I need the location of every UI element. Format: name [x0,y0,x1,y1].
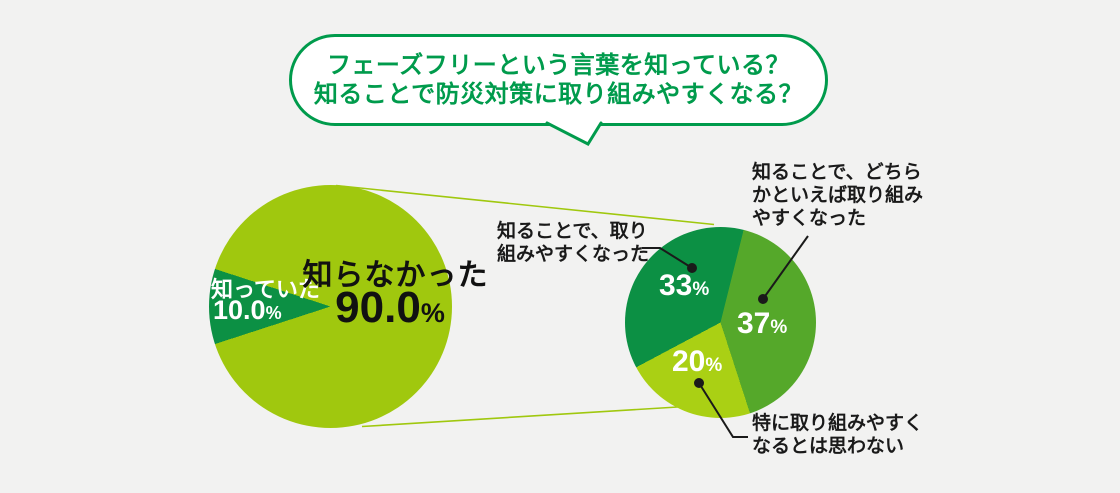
annotation-slice-37-line-3: やすくなった [752,208,867,229]
annotation-slice-37: 知ることで、どちら かといえば取り組み やすくなった [752,161,923,230]
pie-awareness-minor-label: 知っていた [211,277,320,302]
question-speech-bubble: フェーズフリーという言葉を知っている？ 知ることで防災対策に取り組みやすくなる？ [289,34,828,126]
slice-37-number: 37 [737,307,771,340]
slice-33-percent-sign: % [692,279,710,300]
minor-value-number: 10.0 [213,295,266,325]
slice-20-number: 20 [672,345,706,378]
pie-awareness-minor-value: 10.0% [213,295,282,326]
slice-37-value: 37% [737,307,787,341]
annotation-slice-37-line-1: 知ることで、どちら [752,162,922,183]
question-line-1: フェーズフリーという言葉を知っている？ [326,52,791,79]
minor-value-percent-sign: % [265,303,282,323]
slice-20-value: 20% [672,345,722,379]
annotation-slice-33: 知ることで、取り 組みやすくなった [497,220,649,266]
annotation-slice-20-line-2: なるとは思わない [752,436,905,457]
annotation-slice-33-line-1: 知ることで、取り [497,221,648,242]
question-line-2: 知ることで防災対策に取り組みやすくなる？ [313,81,804,108]
major-value-percent-sign: % [420,298,445,328]
zoom-connector-bottom-line [361,403,719,428]
slice-33-value: 33% [659,269,709,303]
pie-awareness-major-label: 知らなかった [302,259,489,292]
annotation-slice-20-line-1: 特に取り組みやすく [752,413,924,434]
slice-37-percent-sign: % [770,317,788,338]
annotation-slice-37-line-2: かといえば取り組み [752,185,924,206]
speech-bubble-tail-icon [545,121,603,146]
slice-20-percent-sign: % [705,355,723,376]
annotation-slice-33-line-2: 組みやすくなった [497,244,650,265]
annotation-slice-20: 特に取り組みやすく なるとは思わない [752,412,923,458]
pie-awareness [209,185,452,428]
pie-awareness-major-value: 90.0% [295,283,485,333]
slice-33-number: 33 [659,269,693,302]
pie-effect [625,227,816,418]
major-value-number: 90.0 [335,283,421,332]
